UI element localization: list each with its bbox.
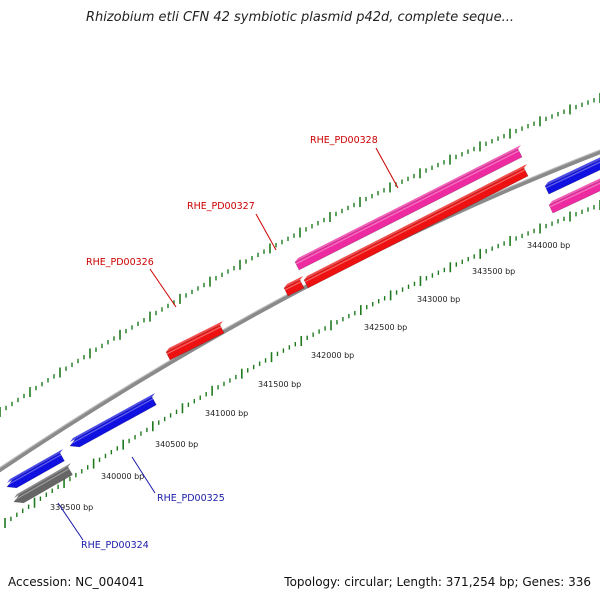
gene-front-face — [165, 324, 225, 361]
gene-rhe-pd00328[interactable] — [294, 145, 523, 271]
tick-label: 340000 bp — [101, 472, 144, 481]
gene-highlight — [295, 150, 520, 265]
tick-label: 341000 bp — [205, 409, 248, 418]
gene-highlight — [7, 454, 62, 486]
gene-top-face — [7, 449, 63, 483]
label-leader-line — [375, 147, 399, 189]
gene-front-face — [6, 452, 65, 489]
gene-front-face — [294, 148, 523, 271]
gene-top-face — [295, 145, 521, 262]
gene-blue-right[interactable] — [544, 156, 600, 195]
gene-rhe-pd00327[interactable] — [303, 164, 529, 289]
gene-front-face — [13, 466, 73, 504]
gene-highlight — [14, 468, 70, 501]
gene-red-small[interactable] — [283, 276, 305, 297]
gene-top-face — [284, 276, 303, 288]
page-title: Rhizobium etli CFN 42 symbiotic plasmid … — [85, 10, 515, 25]
gene-highlight — [70, 398, 154, 445]
gene-front-face — [544, 159, 600, 195]
gene-top-face — [545, 157, 600, 186]
gene-rhe-pd00325[interactable] — [69, 393, 157, 448]
label-leader-line — [57, 502, 84, 541]
label-leader-line — [149, 268, 177, 308]
tick-label: 344000 bp — [527, 241, 570, 250]
gene-highlight — [166, 326, 222, 355]
gene-top-face — [549, 178, 600, 205]
tick-label: 340500 bp — [155, 440, 198, 449]
gene-top-face — [304, 164, 527, 280]
gene-label-rhe_pd00326[interactable]: RHE_PD00326 — [86, 257, 154, 268]
tick-label: 341500 bp — [258, 380, 301, 389]
gene-rhe-pd00326[interactable] — [165, 321, 225, 361]
gene-front-face — [548, 180, 600, 214]
gene-layer — [6, 145, 600, 504]
gene-label-rhe_pd00324[interactable]: RHE_PD00324 — [81, 540, 149, 551]
gene-highlight — [304, 169, 526, 283]
gene-highlight — [549, 182, 600, 208]
label-leader-line — [255, 213, 277, 251]
gene-label-rhe_pd00327[interactable]: RHE_PD00327 — [187, 201, 255, 212]
gene-blue-left[interactable] — [6, 449, 65, 489]
gene-highlight — [545, 161, 600, 189]
tick-label: 339500 bp — [50, 503, 93, 512]
gene-front-face — [69, 396, 157, 448]
gene-pink-right[interactable] — [548, 177, 600, 214]
gene-top-face — [70, 393, 155, 442]
backbone-line — [0, 149, 600, 473]
topology-stats-text: Topology: circular; Length: 371,254 bp; … — [284, 575, 591, 589]
gene-top-face — [166, 321, 223, 352]
backbone-highlight — [0, 149, 600, 469]
gene-label-layer: RHE_PD00324 RHE_PD00325 RHE_PD00326 RHE_PD0… — [57, 135, 399, 551]
label-leader-line — [131, 456, 156, 494]
gene-top-face — [14, 463, 71, 498]
gene-label-rhe_pd00325[interactable]: RHE_PD00325 — [157, 493, 225, 504]
gene-highlight — [284, 281, 302, 291]
gene-front-face — [283, 279, 305, 297]
gene-front-face — [303, 167, 529, 289]
accession-text: Accession: NC_004041 — [8, 575, 145, 589]
outer-tick-track — [0, 93, 600, 417]
tick-label: 342500 bp — [364, 323, 407, 332]
tick-label: 342000 bp — [311, 351, 354, 360]
tick-label: 343000 bp — [417, 295, 460, 304]
tick-label-layer: 339500 bp 340000 bp 340500 bp 341000 bp 3415… — [50, 241, 570, 512]
gene-label-rhe_pd00328[interactable]: RHE_PD00328 — [310, 135, 378, 146]
inner-tick-track — [4, 200, 600, 528]
gene-rhe-pd00324[interactable] — [13, 463, 73, 504]
tick-label: 343500 bp — [472, 267, 515, 276]
